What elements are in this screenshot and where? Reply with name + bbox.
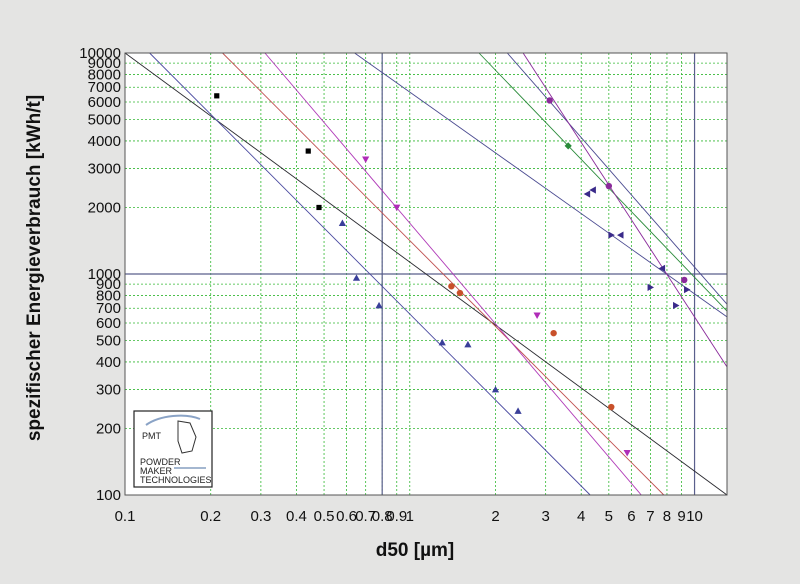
y-tick-label: 5000 [88,112,121,129]
x-tick-label: 7 [646,508,654,525]
x-axis-title: d50 [µm] [376,540,455,561]
x-tick-label: 5 [605,508,613,525]
x-tick-label: 0.9 [386,508,407,525]
data-point-s3-3 [533,312,541,319]
data-points [214,93,691,457]
data-point-s1-3 [316,204,322,211]
y-tick-label: 3000 [88,161,121,178]
y-tick-label: 700 [96,300,121,317]
y-tick-label: 7000 [88,79,121,96]
pmt-logo: PMT POWDER MAKER TECHNOLOGIES [133,410,213,488]
x-tick-label: 0.4 [286,508,307,525]
trend-line-4 [264,52,642,496]
y-tick-label: 600 [96,315,121,332]
y-tick-label: 9000 [88,55,121,72]
y-axis-title: spezifischer Energieverbrauch [kWh/t] [24,95,45,441]
data-point-s8-2 [647,283,655,291]
x-tick-label: 8 [663,508,671,525]
plot-frame [124,52,728,496]
data-point-s2-2 [352,274,361,281]
y-tick-label: 4000 [88,133,121,150]
x-tick-label: 0.3 [250,508,271,525]
x-tick-label: 4 [577,508,585,525]
trend-lines [124,52,728,496]
logo-line2: MAKER [140,466,173,476]
data-point-s2-7 [514,407,522,414]
data-point-s8-1 [608,231,615,239]
data-point-s2-4 [438,338,446,346]
y-tick-label: 100 [96,487,121,504]
data-point-s8-3 [673,301,680,310]
y-tick-label: 1000 [88,266,121,283]
trend-line-3 [222,52,665,496]
data-point-s8-4 [684,285,691,294]
x-tick-label: 9 [677,508,685,525]
x-tick-label: 3 [541,508,549,525]
data-point-s5-2 [605,182,613,190]
x-tick-label: 0.2 [200,508,221,525]
y-tick-label: 900 [96,276,121,293]
data-point-s1-1 [214,93,220,99]
data-point-s7-4 [658,264,666,273]
data-point-s3-2 [393,204,401,212]
x-tick-label: 10 [686,508,703,525]
logo-line3: TECHNOLOGIES [140,475,212,485]
data-point-s2-1 [338,219,347,226]
y-tick-label: 500 [96,333,121,350]
x-tick-label: 1 [406,508,414,525]
data-point-s2-6 [491,385,500,393]
x-tick-label: 6 [627,508,635,525]
y-tick-label: 800 [96,287,121,304]
data-point-s4-2 [456,289,464,297]
x-tick-label: 0.8 [372,508,393,525]
trend-line-6 [478,52,728,312]
trend-line-1 [124,52,728,496]
logo-swoosh-icon [145,414,201,426]
trend-line-2 [149,52,591,496]
data-point-s7-2 [589,186,596,194]
data-point-s4-1 [448,283,455,290]
data-point-s5-3 [681,276,688,284]
data-point-s2-5 [464,340,472,348]
logo-brand: PMT [142,431,162,441]
y-tick-label: 200 [96,420,121,437]
x-tick-labels: 0.1 0.2 0.3 0.4 0.5 0.60.70.80.91 2 3 4 5 6 7 8 9 10 [115,508,703,525]
y-tick-label: 8000 [88,66,121,83]
x-tick-label: 0.7 [355,508,376,525]
data-point-s1-2 [305,148,311,154]
x-tick-label: 2 [491,508,499,525]
x-tick-label: 0.6 [336,508,357,525]
x-tick-label: 0.1 [115,508,136,525]
data-point-s2-3 [375,301,383,309]
data-point-s6-1 [564,142,572,150]
y-tick-label: 2000 [88,199,121,216]
y-tick-label: 300 [96,382,121,399]
data-point-s4-3 [550,329,557,337]
trend-line-8 [522,52,728,368]
data-point-s3-1 [362,156,370,164]
data-point-s5-1 [546,97,553,104]
y-tick-label: 10000 [79,45,121,62]
y-tick-label: 400 [96,354,121,371]
data-point-s7-3 [617,231,624,239]
data-point-s7-1 [583,190,591,198]
data-point-s4-4 [608,403,615,411]
trend-line-5 [354,52,728,318]
trend-line-7 [506,52,728,305]
y-tick-label: 6000 [88,94,121,111]
data-point-s3-4 [623,450,631,457]
x-tick-label: 0.5 [314,508,335,525]
logo-hand-icon [177,420,197,454]
logo-line1: POWDER [140,457,181,467]
